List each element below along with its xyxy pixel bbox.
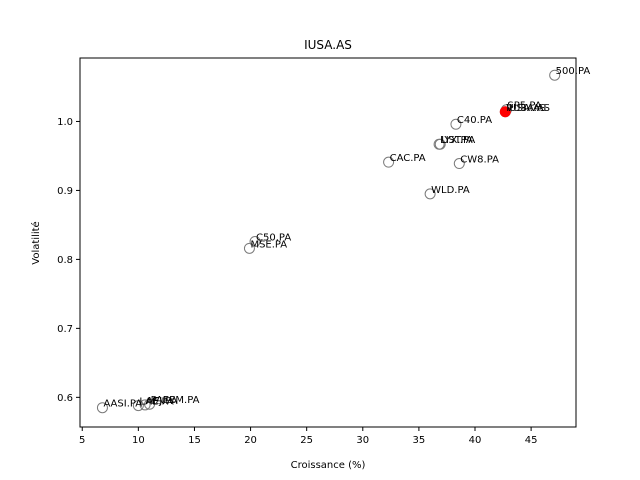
- point-label: VUSA.AS: [506, 103, 550, 114]
- x-tick-label: 45: [525, 435, 538, 446]
- data-point: [132, 400, 144, 412]
- x-tick-label: 20: [244, 435, 257, 446]
- point-label: SP5.PA: [507, 101, 541, 112]
- x-tick-label: 35: [413, 435, 426, 446]
- x-tick-label: 10: [132, 435, 145, 446]
- point-label: UST.PA: [441, 135, 475, 146]
- point-label: AASI.PA: [103, 399, 142, 410]
- x-tick-label: 5: [79, 435, 85, 446]
- point-label: 500.PA: [556, 66, 591, 77]
- point-label: PAEEM.PA: [151, 395, 200, 406]
- point-label: LAE.PA: [139, 397, 174, 408]
- point-label: C40.PA: [457, 115, 492, 126]
- data-point: [249, 235, 261, 247]
- y-tick-label: 1.0: [57, 117, 73, 128]
- y-tick-label: 0.8: [57, 255, 73, 266]
- data-point: [383, 156, 395, 168]
- data-point: [144, 398, 156, 410]
- point-label: WLD.PA: [431, 185, 470, 196]
- point-label: MSE.PA: [250, 239, 287, 250]
- y-tick-label: 0.6: [57, 393, 73, 404]
- data-point: [453, 158, 465, 170]
- point-label: C50.PA: [256, 232, 291, 243]
- x-tick-label: 25: [300, 435, 313, 446]
- y-tick-label: 0.7: [57, 324, 73, 335]
- x-tick-label: 30: [356, 435, 369, 446]
- chart-title: IUSA.AS: [304, 38, 352, 52]
- plot-frame: [79, 57, 577, 428]
- x-axis-label: Croissance (%): [291, 460, 366, 471]
- x-tick-label: 15: [188, 435, 201, 446]
- y-axis-ticks: 0.6 0.7 0.8 0.9 1.0: [57, 117, 80, 404]
- point-label: LYX.PA: [440, 135, 473, 146]
- data-point: [424, 188, 436, 200]
- data-point: [549, 69, 561, 81]
- data-point: [96, 402, 108, 414]
- point-label: CW8.PA: [460, 155, 499, 166]
- data-point: [450, 118, 462, 130]
- point-label: CAC.PA: [390, 153, 426, 164]
- data-point: [243, 242, 255, 254]
- data-point: [434, 138, 446, 150]
- y-axis-label: Volatilité: [30, 221, 42, 264]
- y-tick-label: 0.9: [57, 186, 73, 197]
- data-point: [139, 399, 151, 411]
- point-label: IUSA.AS: [506, 103, 546, 114]
- data-points: [96, 69, 561, 414]
- point-label: AEJ.PA: [146, 396, 178, 407]
- highlight-point: [499, 106, 511, 118]
- x-axis-ticks: 5 10 15 20 25 30 35 40 45: [79, 427, 537, 446]
- x-tick-label: 40: [469, 435, 482, 446]
